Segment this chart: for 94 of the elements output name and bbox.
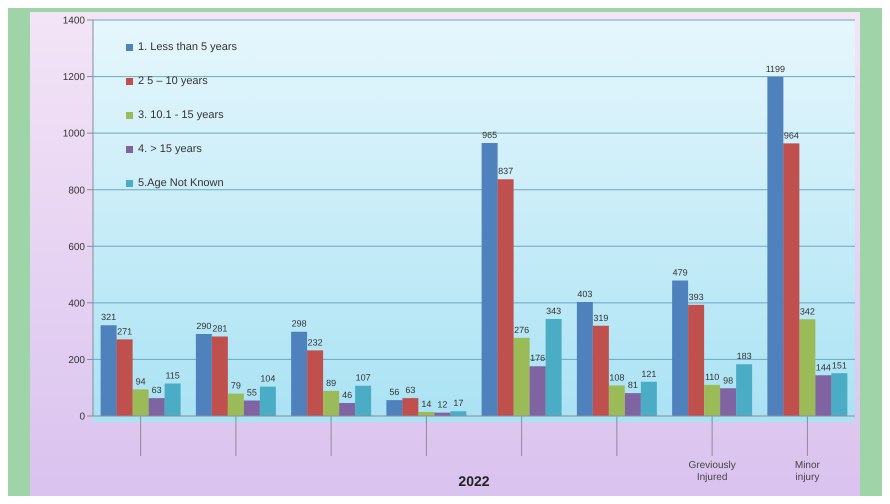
bar [624, 393, 641, 416]
data-label: 56 [389, 387, 400, 398]
bar [831, 373, 848, 416]
data-label: 298 [292, 318, 307, 329]
bar [576, 302, 593, 416]
bar [260, 386, 276, 416]
bar [783, 143, 800, 416]
bar [482, 143, 498, 416]
legend-label: 5.Age Not Known [138, 176, 224, 191]
data-label: 14 [421, 399, 432, 410]
data-label: 94 [136, 376, 146, 386]
y-tick-label: 200 [68, 354, 86, 366]
data-label: 104 [260, 374, 276, 384]
bar [767, 76, 784, 416]
bar [514, 338, 530, 416]
y-tick-label: 800 [68, 185, 86, 196]
data-label: 271 [117, 326, 132, 336]
data-label: 837 [498, 166, 514, 176]
data-label: 81 [628, 380, 638, 390]
legend-label: 2 5 – 10 years [138, 74, 208, 89]
data-label: 46 [342, 390, 352, 400]
bar [450, 411, 466, 416]
bar [291, 332, 308, 416]
bar [244, 400, 260, 416]
bar [799, 319, 816, 416]
data-label: 55 [246, 387, 257, 398]
data-label: 321 [101, 312, 116, 322]
bar [640, 382, 657, 416]
bar [307, 350, 324, 416]
data-label: 107 [356, 372, 371, 383]
bar [736, 364, 752, 416]
x-tick-label: Minor injury [794, 460, 821, 483]
data-label: 17 [453, 398, 464, 408]
bar [100, 325, 117, 416]
data-label: 79 [230, 380, 241, 391]
data-label: 108 [609, 372, 624, 382]
data-label: 1199 [766, 64, 786, 74]
bar [355, 386, 372, 416]
bar [164, 383, 181, 416]
bar [212, 336, 228, 416]
y-tick-label: 1200 [62, 72, 86, 84]
bar [196, 334, 212, 416]
x-axis-title: 2022 [458, 473, 490, 489]
bar [116, 339, 133, 416]
data-label: 403 [577, 289, 592, 300]
y-tick-label: 1000 [62, 128, 86, 140]
data-label: 964 [784, 130, 799, 140]
data-label: 183 [736, 351, 752, 362]
data-label: 290 [196, 320, 212, 331]
data-label: 115 [165, 370, 180, 380]
data-label: 281 [212, 324, 228, 334]
data-label: 151 [832, 360, 847, 370]
legend-label: 4. > 15 years [138, 142, 202, 157]
bar [546, 318, 562, 416]
bar [592, 326, 609, 416]
data-label: 479 [672, 268, 688, 278]
data-label: 89 [326, 378, 336, 388]
bar [530, 366, 546, 416]
bar [339, 402, 356, 416]
x-tick-label: Greviously Injured [688, 460, 736, 483]
legend-label: 1. Less than 5 years [138, 40, 238, 55]
legend-label: 3. 10.1 - 15 years [138, 108, 224, 123]
bar [386, 400, 402, 416]
data-label: 343 [546, 306, 562, 316]
data-label: 319 [593, 312, 608, 323]
bar [608, 385, 625, 416]
bar [323, 390, 340, 416]
bar [720, 388, 736, 416]
data-label: 393 [688, 292, 704, 302]
data-label: 63 [152, 385, 162, 396]
data-label: 965 [482, 130, 498, 140]
bar [148, 398, 165, 416]
bar [672, 280, 688, 416]
data-label: 232 [308, 337, 323, 348]
y-tick-label: 400 [68, 298, 86, 310]
data-label: 110 [704, 372, 720, 382]
bar [704, 384, 720, 416]
data-label: 176 [530, 353, 546, 364]
y-tick-label: 600 [68, 242, 86, 253]
y-tick-label: 0 [79, 412, 86, 423]
data-label: 342 [800, 306, 815, 316]
data-label: 98 [723, 375, 734, 386]
data-label: 276 [514, 324, 530, 335]
data-label: 144 [816, 362, 831, 372]
y-tick-label: 1400 [62, 16, 86, 27]
data-label: 121 [641, 368, 656, 379]
data-label: 63 [405, 385, 416, 396]
bar [228, 394, 244, 416]
bar [498, 179, 514, 416]
bar [688, 304, 704, 416]
bar [815, 375, 832, 416]
bar [402, 398, 418, 416]
bar [132, 389, 149, 416]
data-label: 12 [437, 400, 448, 410]
